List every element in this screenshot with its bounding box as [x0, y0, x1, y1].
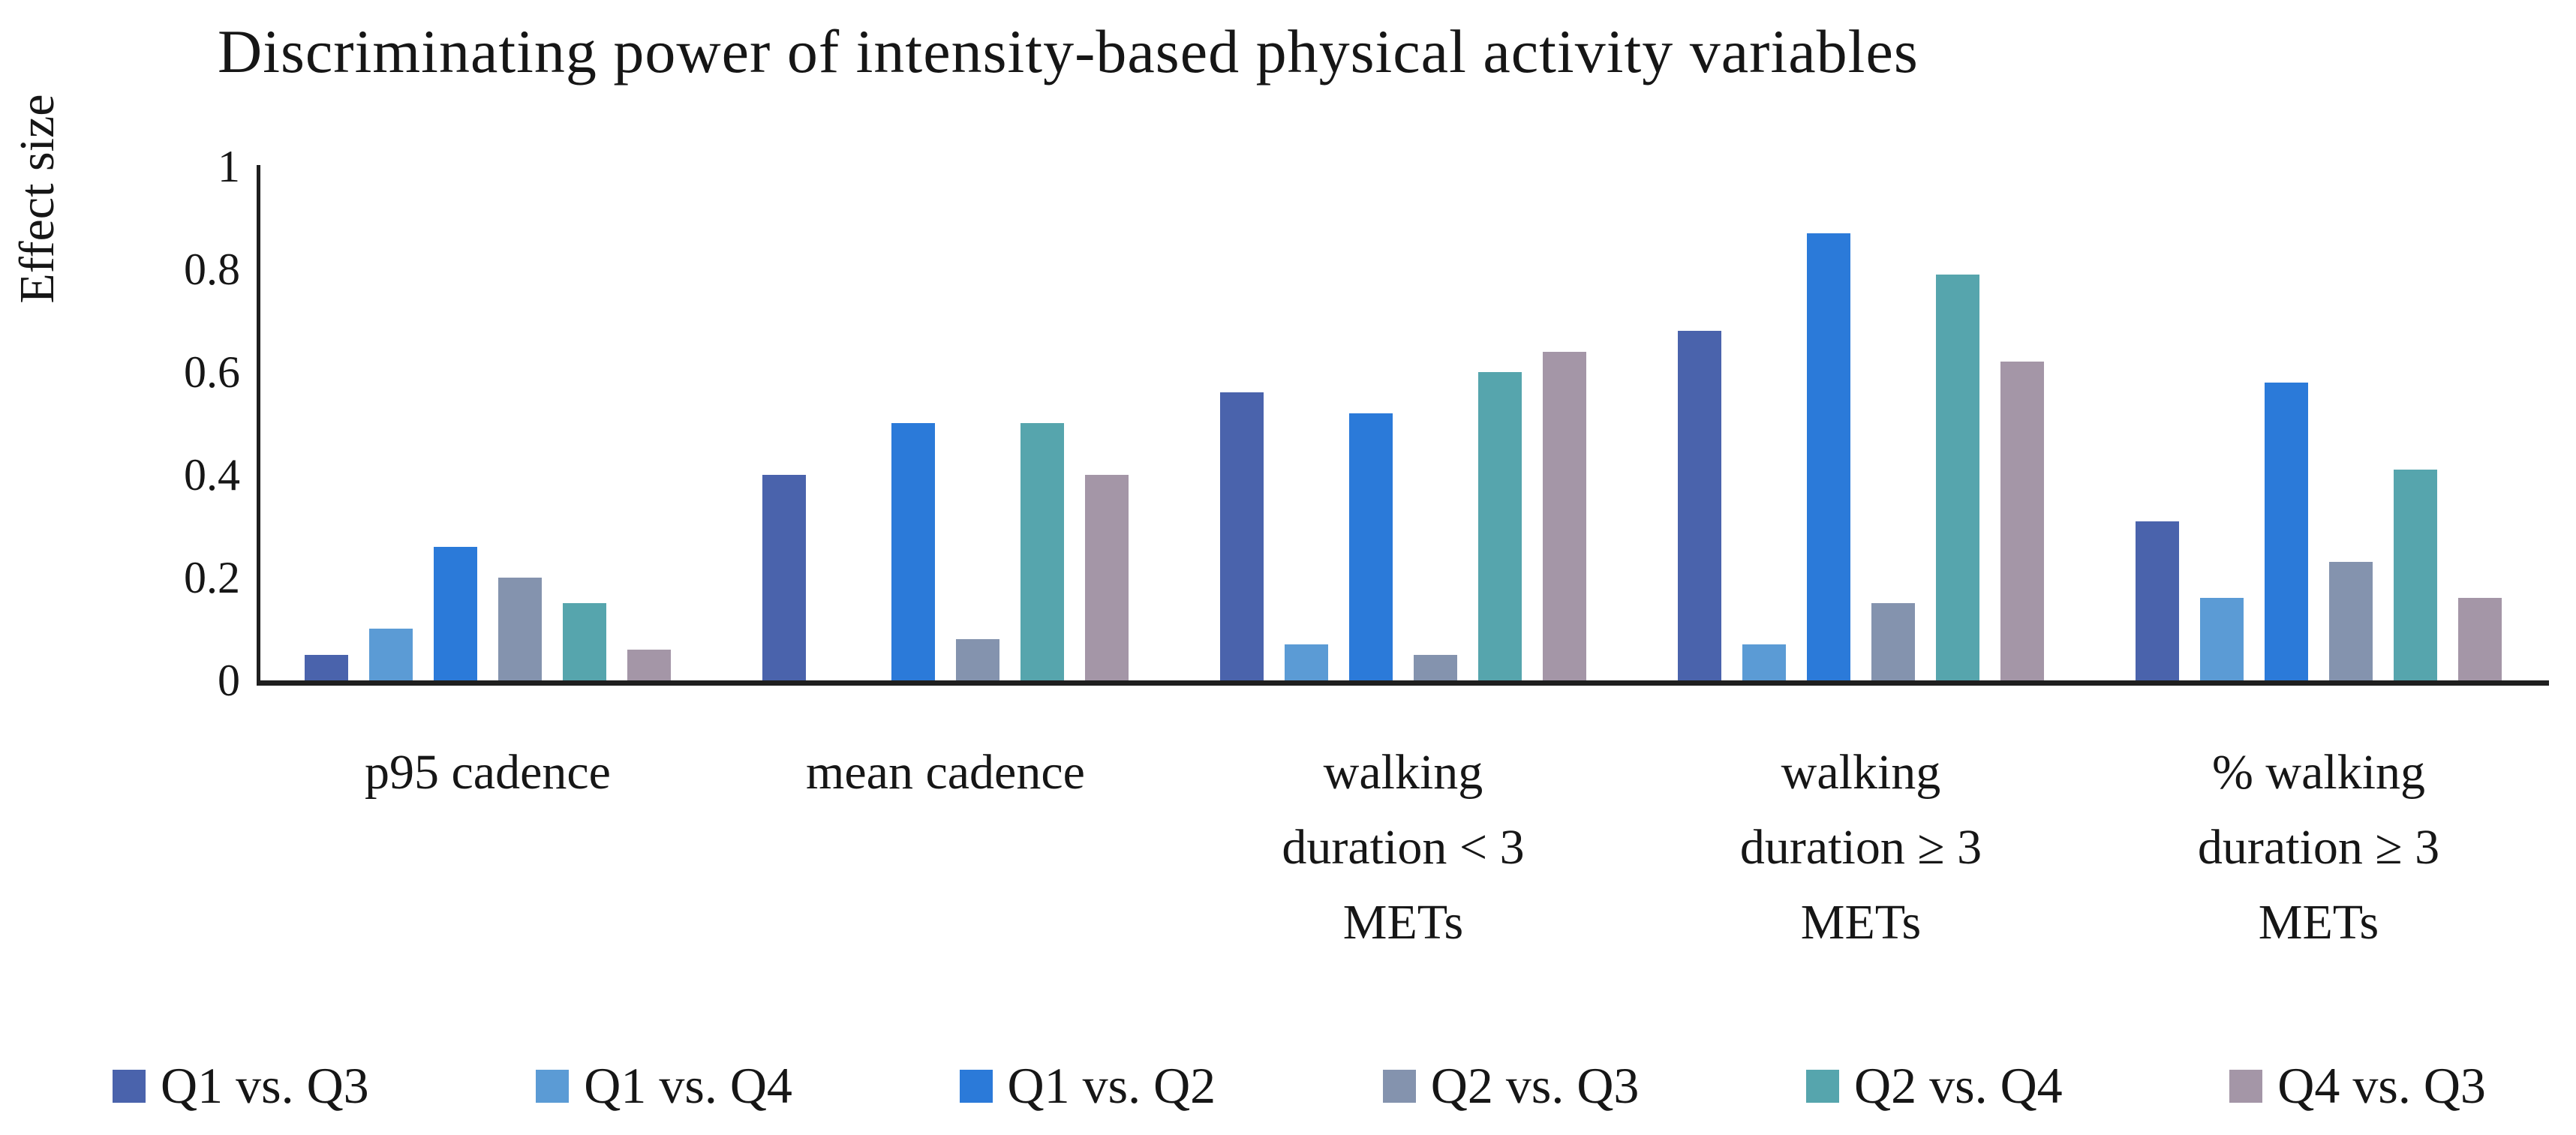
- bar: [1807, 233, 1850, 680]
- legend-item: Q1 vs. Q2: [959, 1056, 1216, 1115]
- y-tick-label: 0: [218, 656, 240, 705]
- y-tick-label: 1: [218, 142, 240, 191]
- bar-group: [717, 0, 1174, 680]
- legend-item: Q4 vs. Q3: [2229, 1056, 2486, 1115]
- x-axis-category-label-line: METs: [1342, 895, 1464, 950]
- x-axis-category-label: p95 cadence: [259, 735, 717, 960]
- x-axis-category-label-line: mean cadence: [806, 745, 1085, 800]
- bar: [891, 423, 935, 680]
- x-axis-category-label: walking duration ≥ 3 METs: [1632, 735, 2090, 960]
- legend-swatch-icon: [1382, 1069, 1416, 1103]
- legend-swatch-icon: [2229, 1069, 2263, 1103]
- bar-group: [259, 0, 717, 680]
- bar: [1414, 655, 1457, 680]
- x-axis-category-label-line: duration ≥ 3: [1739, 820, 1982, 875]
- bar: [2329, 562, 2373, 680]
- legend: Q1 vs. Q3 Q1 vs. Q4 Q1 vs. Q2 Q2 vs. Q3 Q2 v…: [113, 1056, 2486, 1115]
- legend-swatch-icon: [113, 1069, 146, 1103]
- x-axis-category-label-line: walking: [1781, 745, 1941, 800]
- bar: [1285, 644, 1328, 680]
- legend-label: Q1 vs. Q4: [584, 1057, 792, 1114]
- bar: [2458, 598, 2502, 680]
- bar: [1085, 475, 1129, 680]
- bar: [2394, 470, 2437, 680]
- bar: [1543, 352, 1586, 680]
- legend-item: Q2 vs. Q4: [1806, 1056, 2063, 1115]
- bar: [563, 603, 606, 680]
- y-axis-line: [257, 165, 260, 683]
- x-axis-category-label-line: % walking: [2211, 745, 2426, 800]
- bar: [1871, 603, 1915, 680]
- bar: [2136, 521, 2179, 680]
- bar: [1678, 331, 1721, 680]
- x-axis-category-label-line: METs: [1800, 895, 1922, 950]
- bar: [1349, 413, 1393, 680]
- x-axis-category-label-line: METs: [2258, 895, 2379, 950]
- bar: [627, 650, 671, 680]
- bar: [2200, 598, 2244, 680]
- bar: [434, 547, 477, 680]
- y-tick-label: 0.8: [184, 245, 240, 294]
- x-axis-labels: p95 cadence mean cadence walking duration <…: [259, 735, 2547, 960]
- x-axis-category-label-line: duration ≥ 3: [2197, 820, 2440, 875]
- bar: [369, 629, 413, 680]
- legend-item: Q1 vs. Q4: [536, 1056, 792, 1115]
- legend-label: Q1 vs. Q2: [1007, 1057, 1216, 1114]
- legend-label: Q4 vs. Q3: [2277, 1057, 2486, 1114]
- bar-group: [2090, 0, 2547, 680]
- bar: [762, 475, 806, 680]
- legend-item: Q2 vs. Q3: [1382, 1056, 1640, 1115]
- x-axis-category-label: walking duration < 3 METs: [1174, 735, 1632, 960]
- bar-group: [1632, 0, 2090, 680]
- legend-label: Q1 vs. Q3: [161, 1057, 369, 1114]
- bar-group: [1174, 0, 1632, 680]
- bar: [2265, 383, 2308, 680]
- chart-title: Discriminating power of intensity-based …: [218, 17, 1919, 86]
- legend-label: Q2 vs. Q3: [1430, 1057, 1640, 1114]
- legend-swatch-icon: [536, 1069, 570, 1103]
- bar: [2000, 362, 2044, 680]
- x-axis-category-label: % walking duration ≥ 3 METs: [2090, 735, 2547, 960]
- legend-label: Q2 vs. Q4: [1854, 1057, 2063, 1114]
- y-tick-label: 0.4: [184, 450, 240, 500]
- legend-swatch-icon: [959, 1069, 993, 1103]
- y-tick-label: 0.6: [184, 347, 240, 397]
- bar: [305, 655, 348, 680]
- x-axis-category-label-line: p95 cadence: [365, 745, 611, 800]
- y-tick-label: 0.2: [184, 553, 240, 602]
- bar: [1020, 423, 1064, 680]
- x-axis-category-label: mean cadence: [717, 735, 1174, 960]
- x-axis-category-label-line: walking: [1323, 745, 1483, 800]
- bar: [1220, 392, 1264, 680]
- bar: [1478, 372, 1522, 680]
- bar: [956, 639, 999, 680]
- bar: [498, 578, 542, 680]
- legend-swatch-icon: [1806, 1069, 1839, 1103]
- bar-groups: [259, 0, 2547, 680]
- x-axis-line: [257, 680, 2549, 686]
- x-axis-category-label-line: duration < 3: [1282, 820, 1525, 875]
- bar: [1936, 275, 1979, 680]
- legend-item: Q1 vs. Q3: [113, 1056, 369, 1115]
- bar: [1742, 644, 1786, 680]
